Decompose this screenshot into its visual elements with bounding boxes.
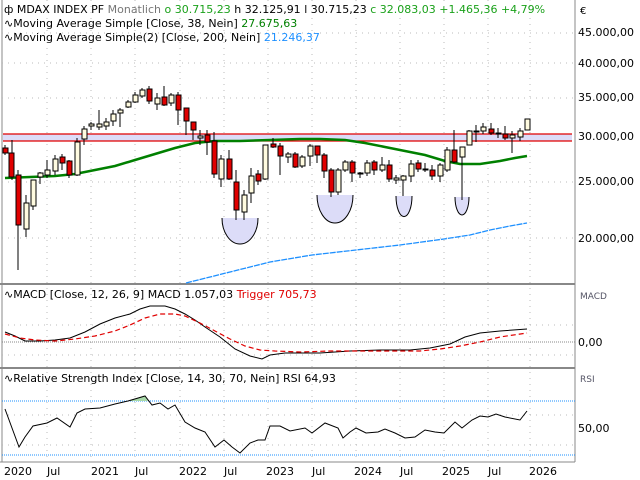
currency-label: € xyxy=(580,6,587,17)
macd-label: MACD [Close, 12, 26, 9] xyxy=(13,288,145,301)
ma38-label: Moving Average Simple [Close, 38, Nein] xyxy=(13,17,238,30)
interval: Monatlich xyxy=(107,3,162,16)
x-tick: Jul xyxy=(488,465,502,478)
rsi-mid-tick: 50,00 xyxy=(578,422,610,435)
macd-value: MACD 1.057,03 xyxy=(147,288,234,301)
support-bowls xyxy=(221,194,470,245)
rsi-value: RSI 64,93 xyxy=(282,372,336,385)
ma38-legend: ∿Moving Average Simple [Close, 38, Nein]… xyxy=(4,17,297,31)
x-tick: 2022 xyxy=(179,465,207,478)
candles xyxy=(2,86,531,270)
indicator-wave-icon: ∿ xyxy=(4,372,14,385)
y-tick: 40.000,00 xyxy=(578,57,634,70)
symbol: MDAX INDEX PF xyxy=(16,3,105,16)
y-tick: 25.000,00 xyxy=(578,175,634,188)
x-tick: 2024 xyxy=(354,465,382,478)
low-value: l 30.715,23 xyxy=(304,3,367,16)
y-tick: 35.000,00 xyxy=(578,91,634,104)
x-tick: 2020 xyxy=(4,465,32,478)
macd-zero-tick: 0,00 xyxy=(578,336,603,349)
ma38-value: 27.675,63 xyxy=(241,17,298,30)
high-value: h 32.125,91 xyxy=(234,3,301,16)
indicator-wave-icon: ∿ xyxy=(4,31,14,44)
price-legend: ф MDAX INDEX PF Monatlich o 30.715,23 h … xyxy=(4,3,545,17)
x-tick: Jul xyxy=(47,465,61,478)
x-tick: 2021 xyxy=(91,465,119,478)
ma200-line xyxy=(185,222,528,284)
resistance-zone xyxy=(3,134,572,141)
y-tick: 45.000,00 xyxy=(578,26,634,39)
rsi-label: Relative Strength Index [Close, 14, 30, … xyxy=(13,372,280,385)
change-value: +1.465,36 xyxy=(439,3,498,16)
rsi-axis-title: RSI xyxy=(580,375,595,385)
trigger-line xyxy=(4,313,528,353)
indicator-wave-icon: ∿ xyxy=(4,288,14,301)
indicator-wave-icon: ∿ xyxy=(4,17,14,30)
x-tick: Jul xyxy=(135,465,149,478)
rsi-line xyxy=(4,395,528,454)
trigger-value: Trigger 705,73 xyxy=(236,288,317,301)
change-pct: +4,79% xyxy=(500,3,546,16)
macd-axis-title: MACD xyxy=(580,292,607,302)
price-grid xyxy=(2,0,575,462)
macd-legend: ∿MACD [Close, 12, 26, 9] MACD 1.057,03 T… xyxy=(4,288,317,302)
ma200-legend: ∿Moving Average Simple(2) [Close, 200, N… xyxy=(4,31,320,45)
ma38-line xyxy=(4,137,528,180)
open-value: o 30.715,23 xyxy=(164,3,231,16)
ma200-label: Moving Average Simple(2) [Close, 200, Ne… xyxy=(13,31,261,44)
x-tick: 2026 xyxy=(529,465,557,478)
x-tick: Jul xyxy=(312,465,326,478)
x-tick: Jul xyxy=(224,465,238,478)
close-value: c 32.083,03 xyxy=(370,3,436,16)
ma200-value: 21.246,37 xyxy=(263,31,320,44)
x-tick: 2023 xyxy=(266,465,294,478)
y-tick: 20.000,00 xyxy=(578,232,634,245)
candle-icon: ф xyxy=(4,3,14,16)
macd-line xyxy=(4,305,528,360)
rsi-legend: ∿Relative Strength Index [Close, 14, 30,… xyxy=(4,372,336,386)
y-tick: 30.000,00 xyxy=(578,130,634,143)
x-tick: Jul xyxy=(400,465,414,478)
x-tick: 2025 xyxy=(442,465,470,478)
